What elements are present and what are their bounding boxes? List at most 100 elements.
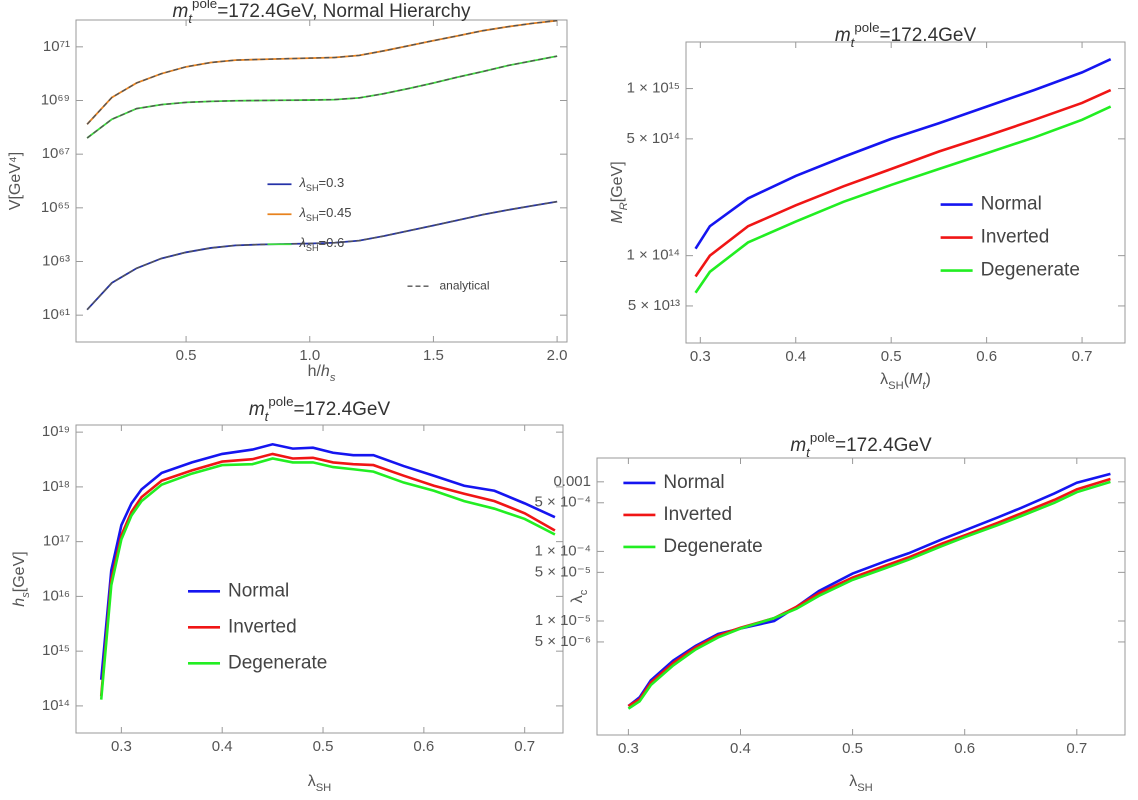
x-tick-label: 0.4 <box>785 348 806 365</box>
legend-label: Inverted <box>228 616 297 637</box>
legend-label: Normal <box>228 580 289 601</box>
series-line <box>627 477 1111 708</box>
y-tick-label: 0.001 <box>553 473 591 490</box>
x-tick-label: 1.5 <box>423 347 444 364</box>
y-tick-label: 10¹⁴ <box>42 697 70 714</box>
chart-title-part: pole <box>192 0 217 11</box>
x-tick-label: 0.4 <box>212 738 233 755</box>
x-axis-label: λSH <box>308 773 332 794</box>
x-axis-label-part: M <box>909 371 923 388</box>
y-tick-label: 5 × 10⁻⁵ <box>535 563 591 580</box>
y-axis-label: V[GeV⁴] <box>7 152 24 210</box>
plot-frame <box>685 41 1126 344</box>
y-axis-label-part: h <box>11 598 28 607</box>
series-line <box>86 200 558 311</box>
legend-label: λSH=0.3 <box>298 176 344 194</box>
x-axis-label-part: h/ <box>308 363 322 380</box>
legend-label: Degenerate <box>981 260 1080 281</box>
legend-label: λSH=0.6 <box>298 236 344 254</box>
series-line <box>694 105 1112 294</box>
legend-label: Inverted <box>981 227 1050 248</box>
chart-title-part: =172.4GeV, Normal Hierarchy <box>217 1 471 22</box>
legend-label: Inverted <box>663 504 732 525</box>
x-tick-label: 0.5 <box>176 347 197 364</box>
y-tick-label: 1 × 10⁻⁵ <box>535 612 591 629</box>
x-axis-label: λSH(Mt) <box>880 371 931 392</box>
x-axis-label-part: λ <box>849 773 857 790</box>
chart-title-part: t <box>851 35 856 50</box>
chart-title-part: m <box>835 25 851 46</box>
chart-title-part: =172.4GeV <box>294 399 391 420</box>
y-tick-label: 5 × 10¹⁴ <box>626 130 680 147</box>
y-tick-label: 5 × 10¹³ <box>628 297 680 314</box>
y-tick-label: 10¹⁶ <box>42 587 70 604</box>
chart-title-part: =172.4GeV <box>835 435 932 456</box>
y-axis-label-part: c <box>578 589 590 595</box>
y-axis-label-part: λ <box>569 595 586 603</box>
x-tick-label: 0.6 <box>954 740 975 757</box>
chart-title: mtpole=172.4GeV, Normal Hierarchy <box>173 0 471 26</box>
x-tick-label: 1.0 <box>299 347 320 364</box>
x-axis-label-part: h <box>321 363 330 380</box>
plot-frame <box>75 424 564 734</box>
legend-label: Degenerate <box>228 652 327 673</box>
chart-title-part: pole <box>810 430 835 445</box>
y-tick-label: 1 × 10¹⁴ <box>626 247 680 264</box>
y-tick-label: 5 × 10⁻⁶ <box>535 633 591 650</box>
chart-title-part: t <box>806 445 811 460</box>
y-tick-label: 1 × 10¹⁵ <box>627 80 680 97</box>
x-tick-label: 0.7 <box>514 738 535 755</box>
x-axis-label-part: s <box>330 372 336 384</box>
x-tick-label: 0.7 <box>1072 348 1093 365</box>
series-line <box>627 480 1111 710</box>
legend-label-part: λ <box>298 176 305 191</box>
y-tick-label: 10⁷¹ <box>43 38 70 55</box>
x-axis-label: λSH <box>849 773 873 794</box>
y-tick-label: 10¹⁵ <box>42 642 70 659</box>
series-line <box>86 20 558 125</box>
x-axis-label-part: SH <box>888 380 904 392</box>
legend-label: Normal <box>663 472 724 493</box>
legend-label-part: λ <box>298 206 305 221</box>
chart-title-part: m <box>173 1 189 22</box>
y-axis-label-part: R <box>618 202 630 210</box>
x-tick-label: 0.3 <box>618 740 639 757</box>
y-axis-label-part: [GeV] <box>11 551 28 592</box>
series-line <box>86 55 558 139</box>
legend-label-part: =0.3 <box>319 176 345 191</box>
series-line <box>694 57 1112 250</box>
chart-title-part: t <box>265 409 270 424</box>
legend-label-part: λ <box>298 236 305 251</box>
series-line <box>694 88 1112 278</box>
legend-label: λSH=0.45 <box>298 206 351 224</box>
x-axis-label-part: t <box>922 380 926 392</box>
plot-frame <box>75 19 568 343</box>
y-tick-label: 10¹⁷ <box>43 533 70 550</box>
x-tick-label: 0.5 <box>842 740 863 757</box>
x-tick-label: 0.6 <box>976 348 997 365</box>
x-axis-label: h/hs <box>308 363 336 384</box>
x-tick-label: 0.4 <box>730 740 751 757</box>
y-tick-label: 10⁶¹ <box>42 306 70 323</box>
y-tick-label: 10¹⁹ <box>42 423 70 440</box>
series-line <box>86 55 558 139</box>
chart-title: mtpole=172.4GeV <box>249 394 391 424</box>
x-tick-label: 2.0 <box>547 347 568 364</box>
x-tick-label: 0.7 <box>1066 740 1087 757</box>
legend-label-part: SH <box>306 214 319 224</box>
y-axis-label-part: [GeV] <box>609 161 626 202</box>
legend-label-part: SH <box>306 244 319 254</box>
y-axis-label: hs[GeV] <box>11 551 32 606</box>
y-tick-label: 1 × 10⁻⁴ <box>535 542 591 559</box>
y-tick-label: 10¹⁸ <box>42 478 70 495</box>
y-tick-label: 10⁶³ <box>42 252 70 269</box>
x-tick-label: 0.3 <box>111 738 132 755</box>
x-tick-label: 0.5 <box>313 738 334 755</box>
chart-title-part: m <box>790 435 806 456</box>
series-line <box>99 452 556 697</box>
chart-title: mtpole=172.4GeV <box>835 20 977 50</box>
x-axis-label-part: SH <box>316 782 332 794</box>
series-line <box>99 457 556 700</box>
